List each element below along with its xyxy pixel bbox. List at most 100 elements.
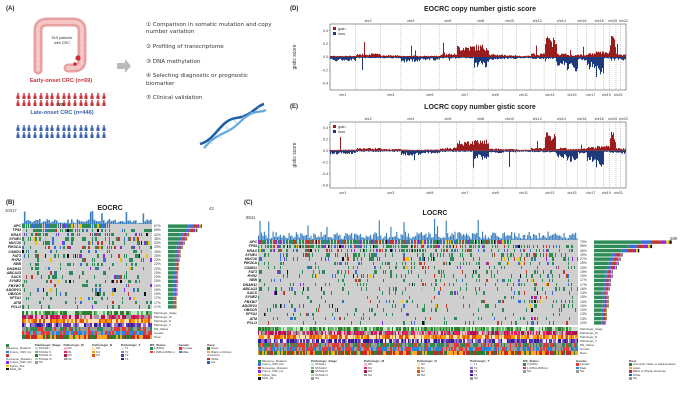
clinical-cell xyxy=(70,327,73,331)
legend-swatch xyxy=(6,354,9,357)
clinical-cell xyxy=(550,331,552,335)
mutation-cell xyxy=(333,240,335,244)
clinical-cell xyxy=(297,327,299,331)
gene-frequency-bar xyxy=(173,305,175,309)
tmb-bar xyxy=(86,220,88,224)
tmb-bar xyxy=(269,238,271,240)
clinical-cell xyxy=(114,335,117,339)
mutation-cell xyxy=(450,240,452,244)
clinical-cell xyxy=(567,331,570,335)
mutation-cell xyxy=(495,304,497,308)
mutation-cell xyxy=(445,248,447,253)
mutation-cell xyxy=(546,248,548,253)
mutation-cell xyxy=(447,244,449,249)
mutation-cell xyxy=(540,299,542,304)
mutation-cell xyxy=(567,274,569,278)
gene-frequency-bar xyxy=(605,287,608,291)
mutation-cell xyxy=(566,244,568,249)
mutation-cell xyxy=(300,282,302,287)
mutation-cell xyxy=(291,287,293,291)
clinical-cell xyxy=(118,319,121,323)
mutation-cell xyxy=(436,244,439,249)
clinical-cell xyxy=(534,331,536,335)
clinical-cell xyxy=(33,323,36,327)
mutation-cell xyxy=(338,248,340,253)
mutation-cell xyxy=(512,282,514,287)
clinical-cell xyxy=(570,331,573,335)
mutation-cell xyxy=(556,282,558,287)
mutation-cell xyxy=(29,237,32,241)
mutation-cell xyxy=(447,248,449,253)
tmb-bar xyxy=(150,219,152,224)
chrom-label: chr4 xyxy=(407,117,414,121)
mutation-cell xyxy=(415,244,417,249)
clinical-cell xyxy=(352,331,355,335)
clinical-cell xyxy=(27,331,30,335)
mutation-cell xyxy=(276,270,279,274)
mutation-cell xyxy=(300,312,302,317)
mutation-cell xyxy=(524,257,526,261)
clinical-cell xyxy=(129,327,132,331)
clinical-cell xyxy=(87,311,90,315)
clinical-cell xyxy=(450,331,452,335)
clinical-cell xyxy=(136,331,139,335)
gene-frequency-bar xyxy=(199,224,201,228)
clinical-cell xyxy=(540,331,542,335)
clinical-cell xyxy=(543,327,545,331)
gene-frequency-bar xyxy=(637,248,640,253)
mutation-cell xyxy=(326,253,328,257)
gene-percent: 23% xyxy=(154,258,161,262)
clinical-cell xyxy=(387,327,389,331)
clinical-cell xyxy=(129,311,132,315)
mutation-cell xyxy=(386,240,388,244)
mutation-cell xyxy=(61,228,64,233)
legend-item-label: T3 xyxy=(125,353,129,358)
mutation-cell xyxy=(313,316,315,321)
mutation-cell xyxy=(46,224,49,228)
clinical-cell xyxy=(276,327,279,331)
mutation-cell xyxy=(410,244,412,249)
mutation-cell xyxy=(448,244,450,249)
clinical-cell xyxy=(458,331,461,335)
clinical-cell xyxy=(135,315,137,319)
panel-c-label: (C) xyxy=(244,200,253,206)
clinical-cell xyxy=(314,331,317,335)
mutation-cell xyxy=(50,279,52,284)
clinical-cell xyxy=(573,327,576,331)
mutation-cell xyxy=(276,244,279,249)
clinical-cell xyxy=(119,335,122,339)
clinical-cell xyxy=(22,319,24,323)
panel-b-label: (B) xyxy=(6,200,15,206)
mutation-cell xyxy=(563,270,565,274)
clinical-cell xyxy=(423,331,426,335)
mutation-cell xyxy=(104,271,107,275)
clinical-cell xyxy=(365,327,368,331)
mutation-cell xyxy=(567,244,569,249)
clinical-cell xyxy=(317,327,320,331)
mutation-cell xyxy=(496,240,498,244)
clinical-cell xyxy=(399,327,401,331)
chrom-label: chr16 xyxy=(577,19,586,23)
clinical-cell xyxy=(471,331,474,335)
mutation-cell xyxy=(439,278,441,283)
clinical-cell xyxy=(127,331,130,335)
mutation-cell xyxy=(525,274,527,278)
clinical-cell xyxy=(142,319,145,323)
clinical-cell xyxy=(487,331,490,335)
mutation-cell xyxy=(50,249,52,254)
mutation-cell xyxy=(413,240,415,244)
clinical-cell xyxy=(435,327,437,331)
tmb-bar xyxy=(271,237,273,240)
clinical-cell xyxy=(112,315,115,319)
legend-swatch xyxy=(207,350,211,354)
clinical-cell xyxy=(442,327,445,331)
clinical-cell xyxy=(97,315,100,319)
clinical-cell xyxy=(554,331,557,335)
mutation-cell xyxy=(438,244,440,249)
clinical-cell xyxy=(136,315,139,319)
tmb-bar xyxy=(308,237,311,240)
mutation-cell xyxy=(72,254,75,258)
mutation-cell xyxy=(95,245,98,250)
clinical-cell xyxy=(450,327,452,331)
tmb-bar xyxy=(106,220,109,224)
